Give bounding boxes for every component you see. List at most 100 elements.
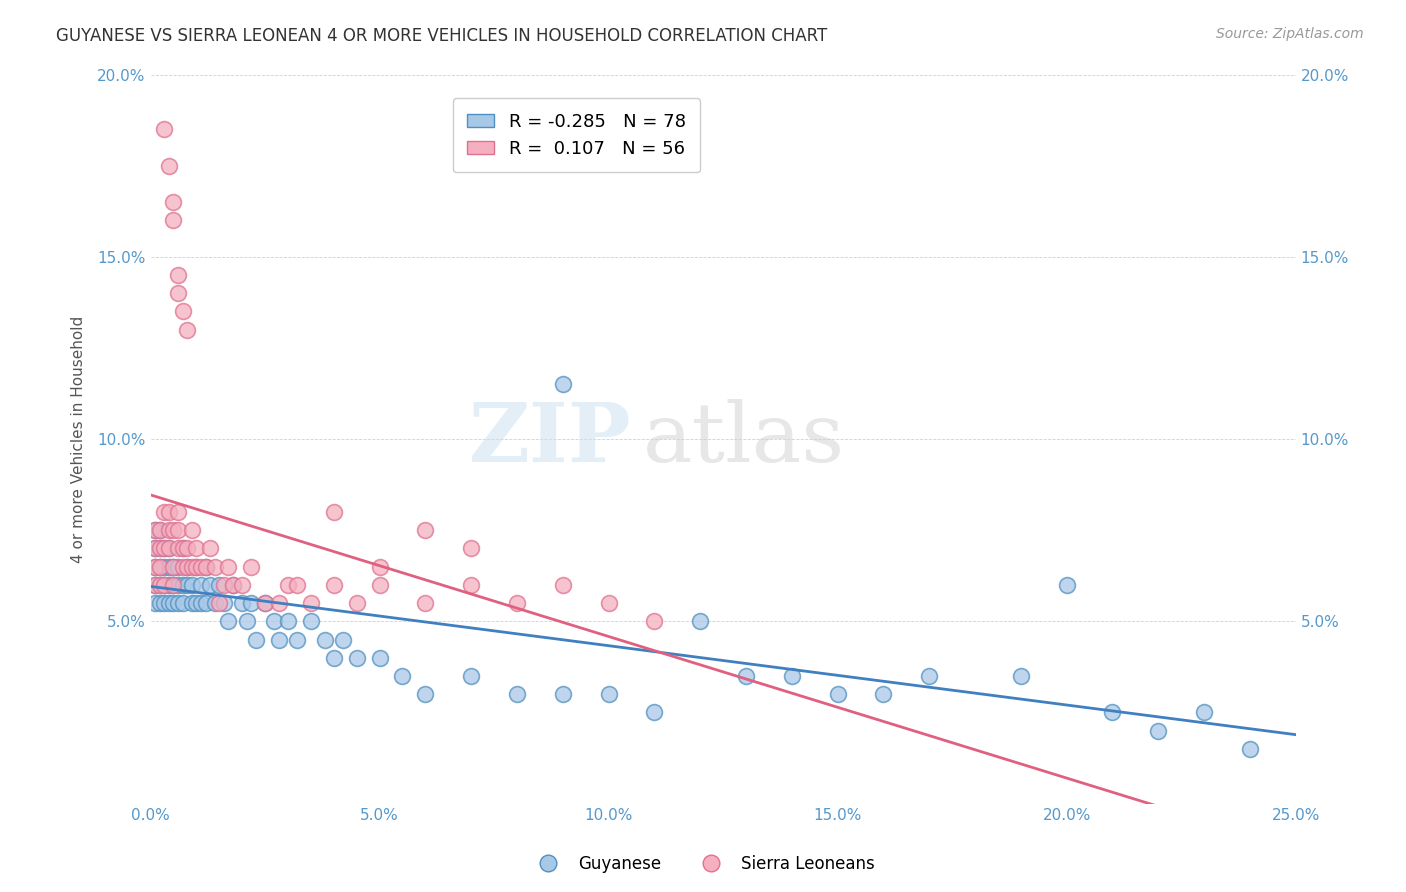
- Point: [1239, 742, 1261, 756]
- Point: [506, 687, 529, 701]
- Point: [643, 615, 665, 629]
- Point: [157, 596, 180, 610]
- Point: [149, 523, 172, 537]
- Point: [153, 122, 176, 136]
- Point: [735, 669, 758, 683]
- Legend: Guyanese, Sierra Leoneans: Guyanese, Sierra Leoneans: [524, 848, 882, 880]
- Point: [506, 596, 529, 610]
- Point: [872, 687, 894, 701]
- Point: [149, 559, 172, 574]
- Point: [176, 559, 198, 574]
- Point: [299, 596, 322, 610]
- Point: [299, 615, 322, 629]
- Point: [222, 578, 245, 592]
- Point: [190, 596, 212, 610]
- Point: [180, 578, 202, 592]
- Point: [1056, 578, 1078, 592]
- Point: [551, 578, 574, 592]
- Point: [157, 505, 180, 519]
- Point: [143, 523, 166, 537]
- Point: [157, 578, 180, 592]
- Point: [190, 559, 212, 574]
- Point: [322, 505, 344, 519]
- Point: [157, 523, 180, 537]
- Point: [176, 578, 198, 592]
- Point: [162, 559, 184, 574]
- Point: [176, 541, 198, 556]
- Point: [245, 632, 267, 647]
- Point: [143, 523, 166, 537]
- Point: [180, 596, 202, 610]
- Point: [551, 687, 574, 701]
- Point: [172, 541, 194, 556]
- Point: [368, 650, 391, 665]
- Point: [149, 596, 172, 610]
- Y-axis label: 4 or more Vehicles in Household: 4 or more Vehicles in Household: [72, 316, 86, 563]
- Point: [415, 687, 437, 701]
- Point: [194, 559, 217, 574]
- Point: [689, 615, 711, 629]
- Point: [172, 304, 194, 318]
- Point: [598, 596, 620, 610]
- Point: [143, 596, 166, 610]
- Point: [240, 559, 263, 574]
- Point: [167, 596, 190, 610]
- Point: [332, 632, 354, 647]
- Point: [186, 559, 208, 574]
- Point: [149, 541, 172, 556]
- Point: [167, 505, 190, 519]
- Point: [190, 578, 212, 592]
- Point: [217, 615, 239, 629]
- Point: [1192, 706, 1215, 720]
- Point: [143, 559, 166, 574]
- Point: [827, 687, 849, 701]
- Point: [254, 596, 277, 610]
- Point: [167, 523, 190, 537]
- Point: [153, 541, 176, 556]
- Point: [1101, 706, 1123, 720]
- Point: [368, 559, 391, 574]
- Point: [254, 596, 277, 610]
- Point: [208, 578, 231, 592]
- Point: [162, 578, 184, 592]
- Point: [149, 578, 172, 592]
- Point: [368, 578, 391, 592]
- Point: [231, 578, 253, 592]
- Point: [415, 596, 437, 610]
- Point: [204, 596, 226, 610]
- Point: [222, 578, 245, 592]
- Point: [391, 669, 413, 683]
- Point: [153, 596, 176, 610]
- Point: [346, 596, 368, 610]
- Point: [143, 541, 166, 556]
- Point: [153, 559, 176, 574]
- Point: [212, 596, 235, 610]
- Point: [176, 323, 198, 337]
- Point: [153, 578, 176, 592]
- Point: [346, 650, 368, 665]
- Legend: R = -0.285   N = 78, R =  0.107   N = 56: R = -0.285 N = 78, R = 0.107 N = 56: [453, 98, 700, 172]
- Point: [157, 541, 180, 556]
- Point: [172, 541, 194, 556]
- Point: [263, 615, 285, 629]
- Point: [157, 541, 180, 556]
- Point: [1147, 723, 1170, 738]
- Point: [172, 559, 194, 574]
- Point: [322, 578, 344, 592]
- Point: [143, 559, 166, 574]
- Point: [460, 669, 482, 683]
- Point: [162, 523, 184, 537]
- Point: [162, 559, 184, 574]
- Point: [460, 541, 482, 556]
- Point: [212, 578, 235, 592]
- Point: [157, 159, 180, 173]
- Point: [149, 523, 172, 537]
- Point: [162, 213, 184, 227]
- Point: [157, 559, 180, 574]
- Point: [167, 578, 190, 592]
- Point: [167, 541, 190, 556]
- Point: [162, 578, 184, 592]
- Point: [598, 687, 620, 701]
- Point: [186, 559, 208, 574]
- Point: [285, 578, 308, 592]
